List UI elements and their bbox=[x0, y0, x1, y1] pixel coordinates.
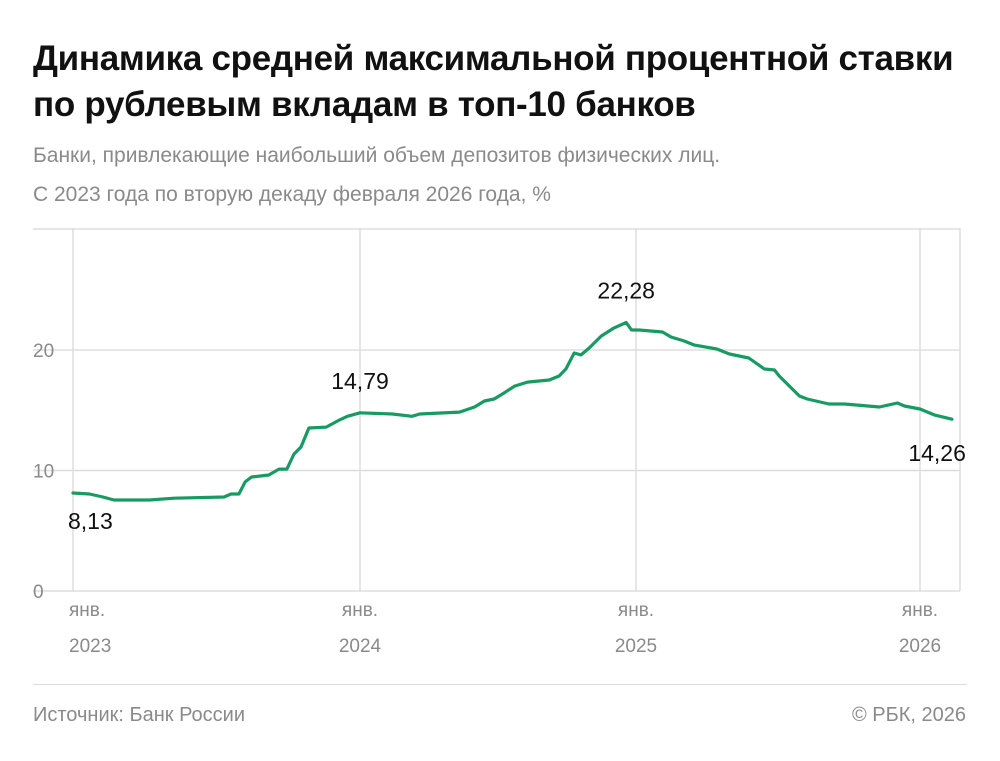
chart-subtitle-period: С 2023 года по вторую декаду февраля 202… bbox=[33, 183, 551, 206]
y-tick-label: 20 bbox=[33, 341, 54, 362]
x-tick-month: янв. bbox=[902, 600, 938, 621]
data-label: 14,79 bbox=[331, 368, 389, 394]
x-tick-year: 2024 bbox=[339, 636, 382, 657]
x-tick-year: 2025 bbox=[615, 636, 657, 657]
data-label: 14,26 bbox=[908, 440, 966, 466]
y-tick-label: 0 bbox=[33, 582, 44, 603]
x-tick-year: 2023 bbox=[69, 636, 111, 657]
chart-title: Динамика средней максимальной процентной… bbox=[33, 39, 954, 124]
x-tick-month: янв. bbox=[69, 600, 105, 621]
data-label: 8,13 bbox=[68, 508, 113, 534]
footer-divider bbox=[33, 684, 967, 685]
x-tick-month: янв. bbox=[342, 600, 378, 621]
x-tick-year: 2026 bbox=[899, 636, 941, 657]
y-tick-label: 10 bbox=[33, 462, 54, 483]
chart-subtitle: Банки, привлекающие наибольший объем деп… bbox=[33, 144, 721, 167]
data-label: 22,28 bbox=[597, 278, 655, 304]
copyright: © РБК, 2026 bbox=[851, 704, 966, 726]
series-line bbox=[71, 320, 954, 502]
source: Источник: Банк России bbox=[33, 704, 246, 726]
x-tick-month: янв. bbox=[618, 600, 654, 621]
